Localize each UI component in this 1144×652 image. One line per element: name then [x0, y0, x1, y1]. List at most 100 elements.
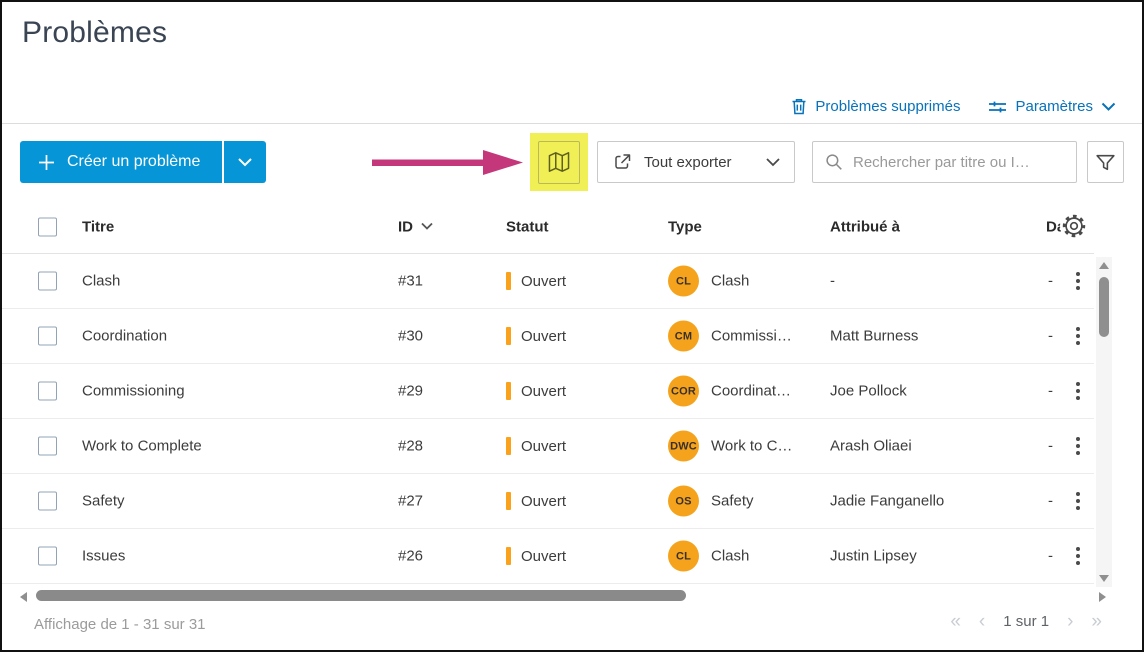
create-issue-button[interactable]: Créer un problème	[20, 141, 223, 183]
create-issue-dropdown-button[interactable]	[224, 141, 267, 183]
assignee: Jadie Fanganello	[830, 492, 945, 510]
status-label: Ouvert	[521, 272, 567, 290]
horizontal-scrollbar[interactable]	[20, 590, 1106, 604]
kebab-menu-icon[interactable]	[1072, 323, 1084, 349]
chevron-down-icon	[238, 157, 253, 167]
kebab-menu-icon[interactable]	[1072, 543, 1084, 569]
kebab-menu-icon[interactable]	[1072, 433, 1084, 459]
scroll-left-arrow[interactable]	[20, 592, 27, 602]
type-label: Commissi…	[711, 327, 792, 345]
funnel-icon	[1094, 151, 1117, 174]
status-indicator	[506, 437, 511, 455]
settings-link[interactable]: Paramètres	[988, 98, 1116, 115]
kebab-menu-icon[interactable]	[1072, 488, 1084, 514]
last-page-button[interactable]: »	[1091, 611, 1102, 632]
table-row[interactable]: Coordination #30 Ouvert CM Commissi… Matt…	[2, 309, 1094, 364]
type-label: Coordinat…	[711, 382, 792, 400]
due-date: -	[1048, 547, 1053, 565]
deleted-issues-label: Problèmes supprimés	[815, 98, 961, 115]
create-issue-split-button: Créer un problème	[20, 141, 267, 183]
type-label: Safety	[711, 492, 754, 510]
issue-title[interactable]: Coordination	[82, 327, 168, 345]
type-badge: CL	[668, 265, 699, 297]
filter-button[interactable]	[1087, 141, 1124, 183]
scroll-up-arrow[interactable]	[1099, 262, 1109, 269]
col-header-status[interactable]: Statut	[506, 218, 549, 235]
issue-title[interactable]: Clash	[82, 272, 121, 290]
issue-id: #31	[398, 272, 424, 290]
status-indicator	[506, 272, 511, 290]
next-page-button[interactable]: ›	[1067, 611, 1074, 632]
search-field	[812, 141, 1077, 183]
first-page-button[interactable]: «	[950, 611, 961, 632]
table-row[interactable]: Safety #27 Ouvert OS Safety Jadie Fangane…	[2, 474, 1094, 529]
table-row[interactable]: Commissioning #29 Ouvert COR Coordinat… J…	[2, 364, 1094, 419]
export-icon	[612, 152, 632, 172]
results-count: Affichage de 1 - 31 sur 31	[34, 616, 206, 633]
plus-icon	[38, 154, 55, 171]
col-header-type[interactable]: Type	[668, 218, 702, 235]
issue-title[interactable]: Safety	[82, 492, 125, 510]
export-all-button[interactable]: Tout exporter	[597, 141, 795, 183]
vertical-scroll-thumb[interactable]	[1099, 277, 1109, 337]
status-label: Ouvert	[521, 327, 567, 345]
row-checkbox[interactable]	[38, 271, 57, 291]
status-label: Ouvert	[521, 492, 567, 510]
column-settings-gear-icon[interactable]	[1058, 210, 1090, 242]
row-checkbox[interactable]	[38, 436, 57, 456]
due-date: -	[1048, 437, 1053, 455]
map-button-highlight	[530, 133, 588, 191]
annotation-arrow	[370, 149, 525, 176]
create-issue-label: Créer un problème	[67, 153, 201, 170]
scroll-down-arrow[interactable]	[1099, 575, 1109, 582]
table-row[interactable]: Work to Complete #28 Ouvert DWC Work to C…	[2, 419, 1094, 474]
type-badge: COR	[668, 375, 699, 407]
select-all-checkbox[interactable]	[38, 217, 57, 236]
type-badge: DWC	[668, 430, 699, 462]
assignee: Joe Pollock	[830, 382, 907, 400]
map-icon	[546, 149, 572, 175]
due-date: -	[1048, 382, 1053, 400]
issue-title[interactable]: Issues	[82, 547, 126, 565]
status-indicator	[506, 492, 511, 510]
pagination: « ‹ 1 sur 1 › »	[950, 612, 1102, 631]
trash-icon	[791, 98, 807, 115]
col-header-assignee[interactable]: Attribué à	[830, 218, 901, 235]
settings-sliders-icon	[988, 99, 1007, 115]
issue-id: #29	[398, 382, 424, 400]
settings-label: Paramètres	[1015, 98, 1093, 115]
search-input[interactable]	[853, 153, 1064, 171]
issues-table: Titre ID Statut Type Attribué à Da	[2, 200, 1094, 584]
kebab-menu-icon[interactable]	[1072, 268, 1084, 294]
chevron-down-icon	[766, 157, 780, 167]
status-indicator	[506, 382, 511, 400]
status-indicator	[506, 547, 511, 565]
col-header-title[interactable]: Titre	[82, 218, 115, 235]
col-header-date[interactable]: Da	[1046, 218, 1062, 235]
map-view-button[interactable]	[538, 140, 580, 184]
search-icon	[825, 153, 843, 171]
horizontal-scroll-thumb[interactable]	[36, 590, 686, 601]
issue-title[interactable]: Work to Complete	[82, 437, 202, 455]
due-date: -	[1048, 327, 1053, 345]
table-row[interactable]: Clash #31 Ouvert CL Clash - -	[2, 254, 1094, 309]
row-checkbox[interactable]	[38, 546, 57, 566]
row-checkbox[interactable]	[38, 491, 57, 511]
kebab-menu-icon[interactable]	[1072, 378, 1084, 404]
type-badge: OS	[668, 485, 699, 517]
assignee: Justin Lipsey	[830, 547, 917, 565]
table-row[interactable]: Issues #26 Ouvert CL Clash Justin Lipsey …	[2, 529, 1094, 584]
header-links: Problèmes supprimés Paramètres	[791, 98, 1116, 115]
type-label: Work to C…	[711, 437, 793, 455]
row-checkbox[interactable]	[38, 326, 57, 346]
deleted-issues-link[interactable]: Problèmes supprimés	[791, 98, 960, 115]
issue-title[interactable]: Commissioning	[82, 382, 185, 400]
status-label: Ouvert	[521, 547, 567, 565]
status-label: Ouvert	[521, 437, 567, 455]
col-header-id[interactable]: ID	[398, 218, 433, 235]
scroll-right-arrow[interactable]	[1099, 592, 1106, 602]
row-checkbox[interactable]	[38, 381, 57, 401]
prev-page-button[interactable]: ‹	[978, 611, 986, 632]
vertical-scrollbar[interactable]	[1096, 257, 1112, 587]
button-separator	[222, 141, 225, 183]
